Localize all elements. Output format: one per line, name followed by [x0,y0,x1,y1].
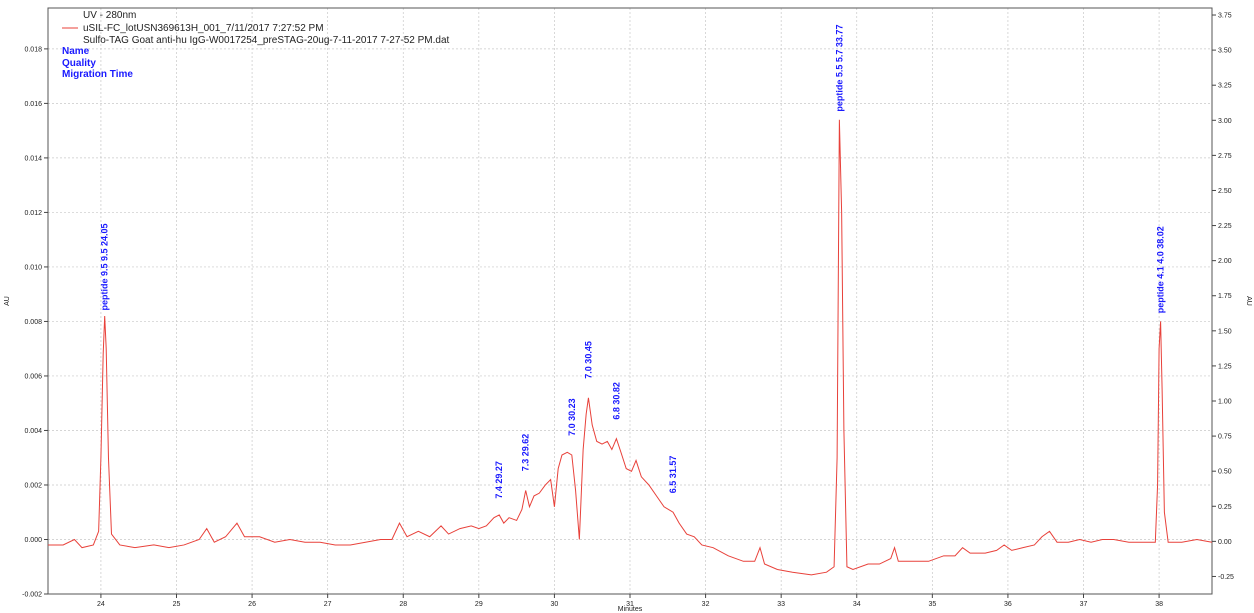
x-axis-label: Minutes [618,606,643,613]
meta-labels: Name Quality Migration Time [62,46,133,80]
y-left-tick-label: 0.018 [24,46,42,53]
y-left-tick-label: 0.012 [24,210,42,217]
legend-header: UV - 280nm [83,10,136,21]
meta-quality: Quality [62,58,96,69]
x-tick-label: 35 [928,601,936,608]
x-tick-label: 32 [702,601,710,608]
y-left-tick-label: 0.004 [24,428,42,435]
y-left-tick-label: 0.006 [24,373,42,380]
legend-entry-2: Sulfo-TAG Goat anti-hu IgG-W0017254_preS… [83,35,450,46]
x-tick-label: 37 [1080,601,1088,608]
peak-label: 7.3 29.62 [521,434,531,472]
x-tick-label: 38 [1155,601,1163,608]
x-tick-label: 29 [475,601,483,608]
y-right-tick-label: 2.00 [1218,258,1232,265]
meta-name: Name [62,46,90,57]
peak-annotations: peptide 9.5 9.5 24.05 7.4 29.27 7.3 29.62 7… [100,25,1166,499]
x-tick-label: 25 [173,601,181,608]
y-left-tick-label: 0.010 [24,264,42,271]
peak-label: peptide 5.5 5.7 33.77 [834,25,844,112]
x-tick-label: 34 [853,601,861,608]
y-left-tick-label: 0.016 [24,101,42,108]
y-left-tick-label: 0.000 [24,537,42,544]
peak-label: 6.5 31.57 [668,456,678,494]
y-right-tick-label: 3.50 [1218,48,1232,55]
y-left-tick-label: 0.002 [24,482,42,489]
y-right-tick-label: 2.25 [1218,223,1232,230]
y-right-tick-label: 1.50 [1218,328,1232,335]
x-tick-label: 27 [324,601,332,608]
x-tick-label: 24 [97,601,105,608]
y-axis-left-label: AU [4,296,11,306]
y-left-tick-label: -0.002 [22,592,42,599]
y-right-tick-label: 3.75 [1218,13,1232,20]
y-right-tick-label: 0.75 [1218,434,1232,441]
y-right-tick-label: 0.50 [1218,469,1232,476]
x-axis-ticks: 24 25 26 27 28 29 30 31 32 33 34 35 36 37 38 [97,594,1163,608]
y-axis-right-ticks: -0.25 0.00 0.25 0.50 0.75 1.00 1.25 1.50 1.75 2.0… [1212,13,1234,581]
y-right-tick-label: 3.25 [1218,83,1232,90]
y-right-tick-label: 1.75 [1218,293,1232,300]
series-line-uv-trace [48,119,1213,576]
legend: UV - 280nm uSIL-FC_lotUSN369613H_001_7/1… [62,10,450,46]
peak-label: 7.4 29.27 [494,461,504,499]
x-tick-label: 28 [399,601,407,608]
y-right-tick-label: 2.75 [1218,153,1232,160]
y-right-tick-label: 0.00 [1218,539,1232,546]
y-axis-right-label: AU [1245,296,1252,306]
y-right-tick-label: -0.25 [1218,574,1234,581]
y-left-tick-label: 0.008 [24,319,42,326]
x-tick-label: 30 [551,601,559,608]
legend-entry-1: uSIL-FC_lotUSN369613H_001_7/11/2017 7:27… [83,23,324,34]
y-right-tick-label: 2.50 [1218,188,1232,195]
x-tick-label: 26 [248,601,256,608]
peak-label: 6.8 30.82 [611,382,621,420]
grid-lines [48,8,1212,595]
y-right-tick-label: 1.25 [1218,363,1232,370]
peak-label: 7.0 30.23 [567,398,577,436]
x-tick-label: 31 [626,601,634,608]
peak-label: peptide 9.5 9.5 24.05 [100,223,110,310]
x-tick-label: 36 [1004,601,1012,608]
y-axis-left-ticks: -0.002 0.000 0.002 0.004 0.006 0.008 0.010 0.01… [22,46,48,599]
x-tick-label: 33 [777,601,785,608]
y-right-tick-label: 1.00 [1218,399,1232,406]
peak-label: 7.0 30.45 [583,341,593,379]
y-right-tick-label: 3.00 [1218,118,1232,125]
peak-label: peptide 4.1 4.0 38.02 [1156,226,1166,313]
y-left-tick-label: 0.014 [24,155,42,162]
meta-migration-time: Migration Time [62,69,133,80]
y-right-tick-label: 0.25 [1218,504,1232,511]
